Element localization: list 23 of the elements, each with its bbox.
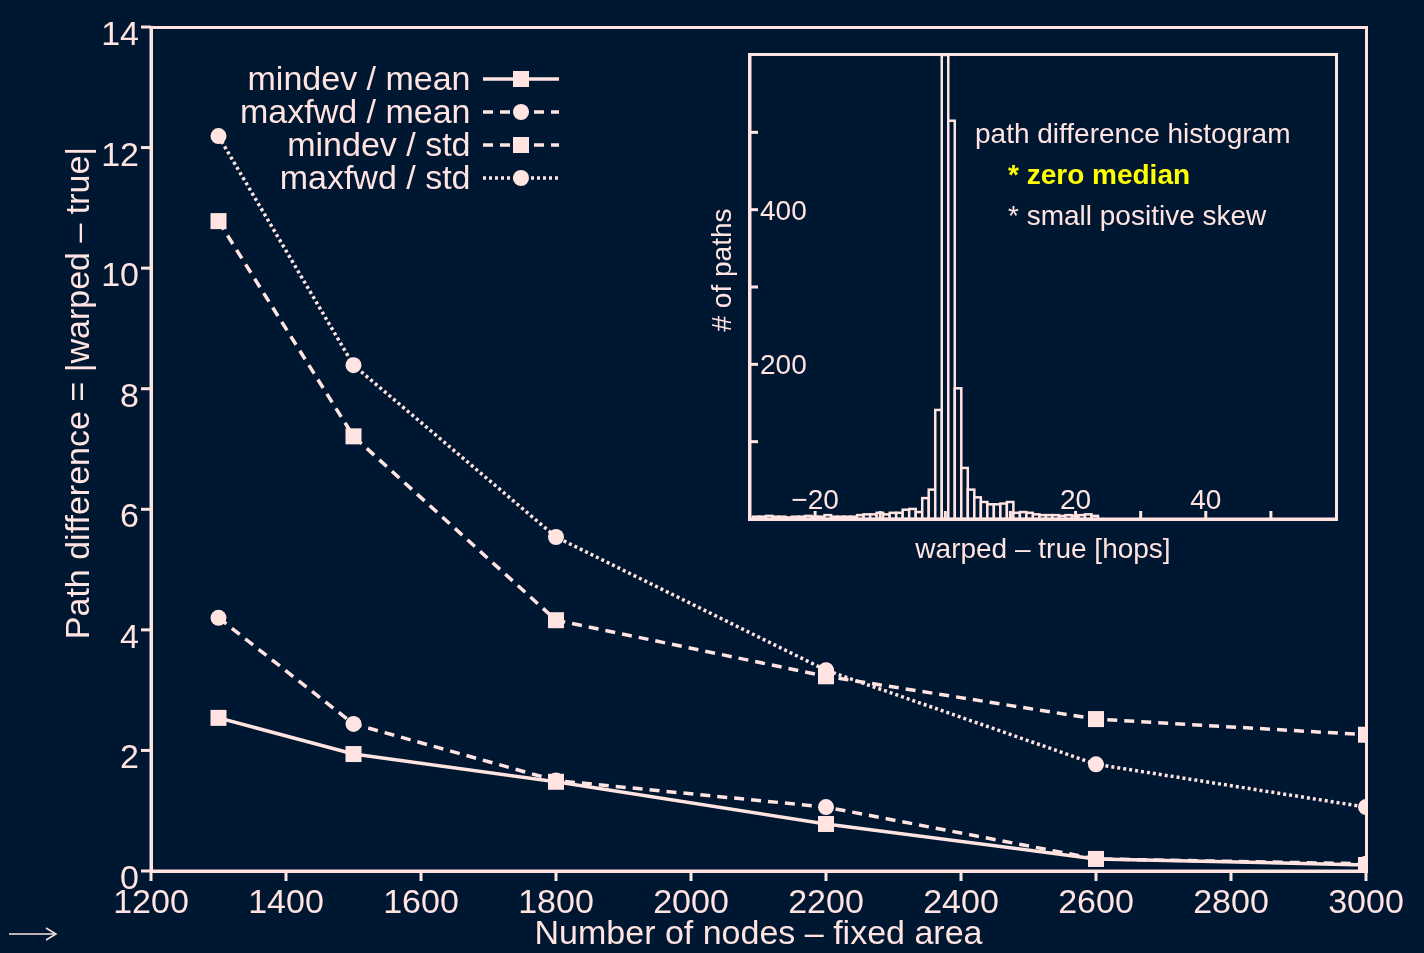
y-tick-label: 6 xyxy=(120,496,139,535)
x-axis-title: warped – true [hops] xyxy=(914,533,1172,565)
y-tick-label: 200 xyxy=(760,349,807,381)
x-tick-label: 2600 xyxy=(1058,882,1134,921)
x-tick-label: 2800 xyxy=(1193,882,1269,921)
x-tick-label: 1400 xyxy=(248,882,324,921)
y-tick-label: 4 xyxy=(120,616,139,655)
y-tick-label: 8 xyxy=(120,375,139,414)
y-tick-label: 10 xyxy=(101,255,139,294)
x-tick-label: −20 xyxy=(791,484,839,515)
x-tick-label: 40 xyxy=(1190,484,1222,515)
y-tick-label: 2 xyxy=(120,737,139,776)
y-axis-title: Path difference = |warped – true| xyxy=(57,146,97,640)
y-tick-label: 12 xyxy=(101,134,139,173)
annotation: * zero median xyxy=(1008,158,1192,192)
x-tick-label: 20 xyxy=(1059,484,1092,515)
x-tick-label: 1600 xyxy=(383,882,459,921)
y-tick-label: 400 xyxy=(760,194,807,226)
annotation: path difference histogram xyxy=(975,117,1291,151)
annotation: * small positive skew xyxy=(1008,199,1268,233)
y-axis-title: # of paths xyxy=(706,208,738,332)
x-tick-label: 3000 xyxy=(1328,882,1404,921)
y-tick-label: 14 xyxy=(101,14,139,53)
